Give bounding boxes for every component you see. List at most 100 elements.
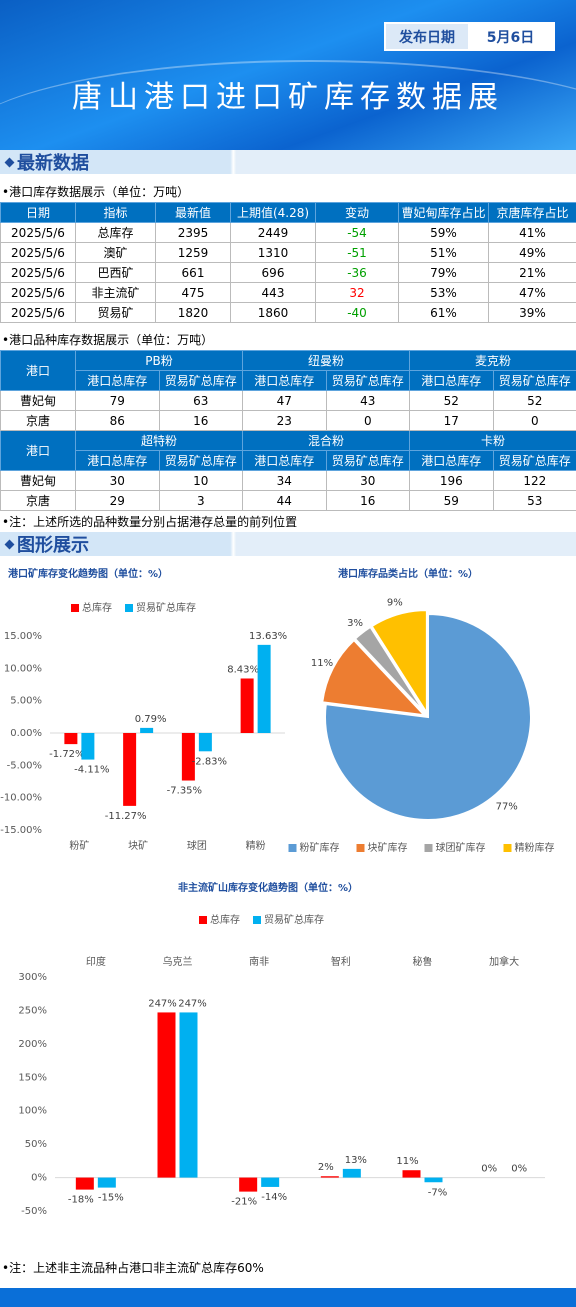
table-wrap: 港口 PB粉 纽曼粉 麦克粉 港口总库存 贸易矿总库存 港口总库存 贸易矿总库存 港口总库存 贸易…	[0, 350, 576, 511]
sub-header: 贸易矿总库存	[158, 370, 244, 391]
bar	[402, 1170, 421, 1178]
bar	[198, 733, 212, 752]
footer-bar	[0, 1288, 576, 1307]
section-header: 最新数据	[0, 150, 576, 174]
port: 京唐	[0, 410, 76, 431]
chart-title: 港口矿库存变化趋势图（单位：%）	[8, 567, 168, 580]
data-label: 0%	[511, 1164, 527, 1175]
cell: 44	[242, 490, 327, 511]
group-row: 港口 PB粉 纽曼粉 麦克粉	[0, 350, 576, 391]
x-tick-label: 精粉	[246, 839, 266, 852]
data-label: -7%	[428, 1187, 447, 1198]
y-tick-label: 100%	[18, 1106, 47, 1117]
data-label: 11%	[311, 658, 333, 669]
y-tick-label: 15.00%	[4, 631, 42, 642]
y-tick-label: 200%	[18, 1039, 47, 1050]
pie-slice	[353, 625, 427, 715]
column-header: 变动	[315, 202, 399, 223]
data-label: 9%	[387, 598, 403, 609]
bar	[75, 1177, 94, 1190]
data-label: -15%	[98, 1193, 124, 1204]
x-tick-label: 加拿大	[489, 955, 519, 968]
cell: 47%	[488, 282, 576, 303]
section-header: 图形展示	[0, 532, 576, 556]
table: 港口 PB粉 纽曼粉 麦克粉 港口总库存 贸易矿总库存 港口总库存 贸易矿总库存 港口总库存 贸易…	[0, 350, 576, 511]
legend-swatch	[199, 916, 207, 924]
date-label: 发布日期	[386, 24, 468, 49]
legend-swatch	[253, 916, 261, 924]
x-tick-label: 粉矿	[69, 839, 89, 852]
cell: 1820	[155, 302, 231, 323]
x-tick-label: 秘鲁	[413, 955, 433, 968]
cell: 16	[325, 490, 411, 511]
cell: 贸易矿	[75, 302, 156, 323]
cell: 32	[315, 282, 399, 303]
bar	[257, 644, 271, 733]
sub-header: 贸易矿总库存	[325, 370, 411, 391]
bar	[181, 733, 195, 781]
data-label: -11.27%	[105, 811, 147, 822]
data-label: 2%	[318, 1162, 334, 1173]
cell: 3	[158, 490, 244, 511]
row: 2025/5/6 澳矿 1259 1310 -51 51% 49%	[0, 242, 576, 263]
data-label: 0.79%	[135, 714, 167, 725]
data-label: -18%	[68, 1195, 94, 1206]
group-row: 港口 超特粉 混合粉 卡粉	[0, 430, 576, 471]
data-label: -21%	[231, 1197, 257, 1208]
sub-header: 贸易矿总库存	[158, 450, 244, 471]
cell: 1259	[155, 242, 231, 263]
y-tick-label: 150%	[18, 1072, 47, 1083]
data-label: 13%	[345, 1155, 367, 1166]
group-header: 麦克粉	[409, 350, 576, 371]
port-header: 港口	[0, 430, 76, 471]
data-label: -7.35%	[167, 786, 202, 797]
cell: 29	[75, 490, 160, 511]
legend-label: 球团矿库存	[436, 841, 486, 854]
sub-header: 港口总库存	[409, 370, 494, 391]
x-tick-label: 乌克兰	[163, 955, 193, 968]
port-header: 港口	[0, 350, 76, 391]
sub-header: 贸易矿总库存	[492, 370, 576, 391]
cell: 2025/5/6	[0, 282, 76, 303]
cell: 86	[75, 410, 160, 431]
note: •注：上述非主流品种占港口非主流矿总库存60%	[2, 1261, 264, 1275]
data-label: 0%	[481, 1164, 497, 1175]
date: 5月6日	[468, 24, 553, 49]
chart-title: 港口库存品类占比（单位：%）	[338, 567, 478, 580]
legend-swatch	[71, 604, 79, 612]
y-tick-label: 10.00%	[4, 663, 42, 674]
row: 京唐 29 3 44 16 59 53	[0, 490, 576, 511]
legend-swatch	[356, 844, 365, 852]
bar	[157, 1012, 176, 1178]
caption: •港口库存数据展示（单位：万吨）	[2, 185, 190, 199]
bar	[81, 733, 95, 760]
column-header: 最新值	[155, 202, 231, 223]
legend-label: 总库存	[210, 913, 240, 926]
legend-swatch	[424, 844, 433, 852]
bar	[424, 1177, 443, 1183]
cell: -40	[315, 302, 399, 323]
date-box: 发布日期 5月6日	[384, 22, 555, 51]
legend-label: 贸易矿总库存	[264, 913, 324, 926]
caption: •港口品种库存数据展示（单位：万吨）	[2, 333, 214, 347]
row: 2025/5/6 总库存 2395 2449 -54 59% 41%	[0, 222, 576, 243]
legend-label: 粉矿库存	[300, 841, 340, 854]
cell: 51%	[398, 242, 489, 263]
group-header: PB粉	[74, 350, 244, 371]
y-tick-label: -5.00%	[7, 760, 42, 771]
legend-label: 块矿库存	[368, 841, 408, 854]
y-tick-label: 250%	[18, 1005, 47, 1016]
data-label: 77%	[496, 801, 518, 812]
bar	[97, 1177, 116, 1188]
sub-header: 贸易矿总库存	[325, 450, 411, 471]
row: 曹妃甸 30 10 34 30 196 122	[0, 470, 576, 491]
chart-title: 非主流矿山库存变化趋势图（单位：%）	[178, 881, 358, 894]
bar	[123, 733, 137, 806]
sub-header: 贸易矿总库存	[492, 450, 576, 471]
data-label: 8.43%	[227, 664, 259, 675]
sub-header: 港口总库存	[242, 370, 327, 391]
cell: 52	[492, 390, 576, 411]
x-tick-label: 块矿	[128, 839, 148, 852]
group-header: 卡粉	[409, 430, 576, 451]
data-label: 3%	[347, 618, 363, 629]
